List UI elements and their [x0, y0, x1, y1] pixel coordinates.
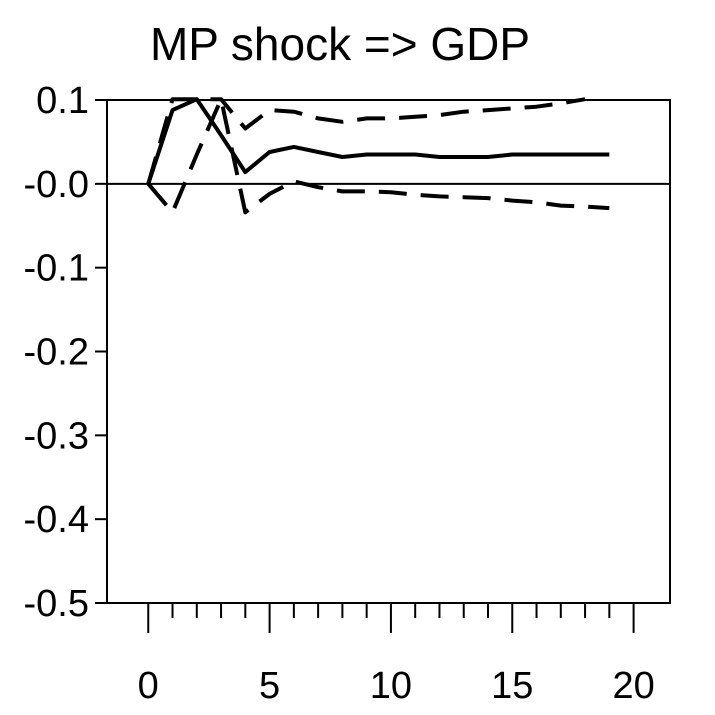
y-tick-label: 0.1	[36, 80, 89, 122]
x-tick-label: 5	[259, 665, 280, 707]
chart-title: MP shock => GDP	[150, 18, 530, 70]
x-tick-label: 10	[370, 665, 412, 707]
y-tick-label: -0.5	[24, 583, 89, 625]
y-tick-label: -0.4	[24, 499, 89, 541]
x-tick-label: 20	[612, 665, 654, 707]
upper-band-line	[146, 97, 586, 185]
y-tick-label: -0.0	[24, 164, 89, 206]
y-tick-label: -0.1	[24, 248, 89, 290]
x-tick-label: 15	[491, 665, 533, 707]
axes: 0.1 -0.0 -0.1 -0.2 -0.3 -0.4 -0.5 0 5 10 15 20	[24, 80, 671, 707]
plot-frame	[106, 99, 671, 604]
response-line	[146, 97, 610, 185]
series-group	[146, 97, 610, 215]
x-tick-label: 0	[138, 665, 159, 707]
y-tick-label: -0.3	[24, 415, 89, 457]
y-tick-label: -0.2	[24, 332, 89, 374]
lower-band-line	[146, 97, 610, 215]
